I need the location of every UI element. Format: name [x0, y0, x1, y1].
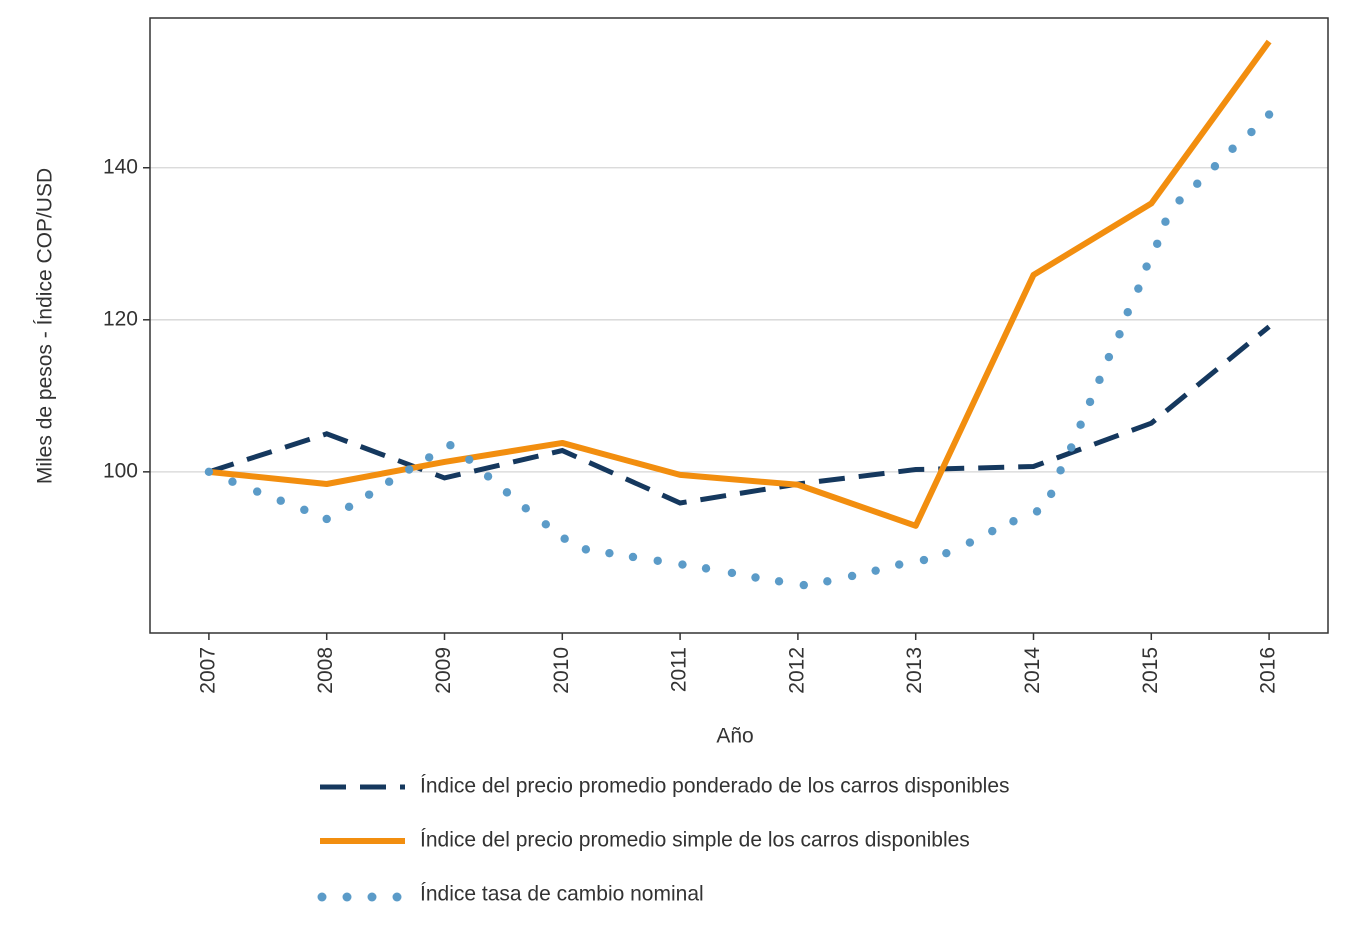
data-point	[483, 472, 493, 481]
data-point	[1134, 284, 1143, 293]
data-point	[404, 465, 414, 474]
data-point	[653, 556, 662, 565]
data-point	[424, 453, 434, 462]
y-tick-label: 120	[103, 307, 138, 330]
data-point	[252, 487, 262, 496]
data-point	[1247, 127, 1256, 137]
legend-symbol	[367, 892, 377, 902]
y-axis-label: Miles de pesos - Índice COP/USD	[34, 168, 57, 484]
data-point	[1123, 307, 1132, 317]
data-point	[823, 577, 832, 586]
data-point	[1032, 507, 1042, 516]
data-point	[1104, 352, 1114, 362]
data-point	[1210, 162, 1220, 171]
data-point	[1193, 179, 1202, 188]
x-tick-label: 2010	[550, 647, 573, 694]
x-tick-label: 2014	[1021, 647, 1044, 694]
data-point	[701, 564, 711, 573]
legend-label: Índice tasa de cambio nominal	[420, 883, 704, 906]
data-point	[1115, 330, 1124, 339]
legend-symbol	[392, 892, 402, 902]
data-point	[344, 502, 354, 512]
x-tick-label: 2016	[1257, 647, 1280, 694]
data-point	[965, 538, 975, 547]
data-point	[1175, 196, 1184, 205]
data-point	[895, 560, 904, 569]
data-point	[300, 505, 309, 515]
legend-symbol	[317, 892, 327, 902]
data-point	[678, 560, 687, 569]
data-point	[727, 568, 737, 578]
data-point	[228, 477, 237, 486]
x-tick-label: 2011	[668, 647, 691, 692]
x-tick-label: 2015	[1139, 647, 1162, 694]
data-point	[1056, 466, 1065, 475]
data-point	[204, 467, 214, 477]
plot-frame	[149, 17, 1329, 634]
data-point	[1264, 110, 1274, 119]
data-point	[1085, 397, 1095, 407]
data-point	[988, 526, 997, 536]
data-point	[1142, 262, 1151, 271]
data-point	[1009, 517, 1018, 526]
x-axis-label: Año	[716, 725, 753, 748]
data-point	[774, 577, 784, 586]
data-point	[276, 496, 285, 505]
data-point	[465, 455, 474, 464]
data-point	[521, 504, 530, 513]
data-point	[871, 566, 880, 575]
data-point	[446, 441, 455, 450]
legend-label: Índice del precio promedio ponderado de …	[420, 775, 1010, 798]
data-point	[581, 545, 591, 554]
data-point	[628, 552, 638, 562]
data-point	[605, 548, 614, 558]
legend-symbol	[342, 892, 352, 902]
data-point	[1076, 420, 1085, 429]
data-point	[384, 477, 394, 486]
data-point	[1152, 239, 1162, 248]
x-tick-label: 2008	[314, 647, 337, 694]
data-point	[1161, 217, 1170, 226]
data-point	[1228, 144, 1237, 153]
data-point	[847, 571, 857, 581]
data-point	[364, 490, 374, 499]
series-line	[208, 39, 1272, 529]
data-point	[1095, 375, 1104, 385]
data-point	[502, 488, 512, 497]
x-tick-label: 2009	[432, 647, 455, 694]
data-point	[942, 548, 951, 558]
data-point	[541, 520, 551, 529]
data-point	[751, 573, 760, 582]
data-point	[799, 580, 808, 590]
data-point	[1046, 489, 1056, 499]
legend-label: Índice del precio promedio simple de los…	[420, 829, 970, 852]
x-tick-label: 2012	[785, 647, 808, 694]
x-tick-label: 2013	[903, 647, 926, 694]
y-tick-label: 100	[103, 459, 138, 482]
x-tick-label: 2007	[196, 647, 219, 694]
y-tick-label: 140	[103, 155, 138, 178]
data-point	[919, 555, 929, 565]
data-point	[322, 514, 331, 524]
data-point	[560, 534, 569, 543]
data-point	[1066, 443, 1076, 452]
